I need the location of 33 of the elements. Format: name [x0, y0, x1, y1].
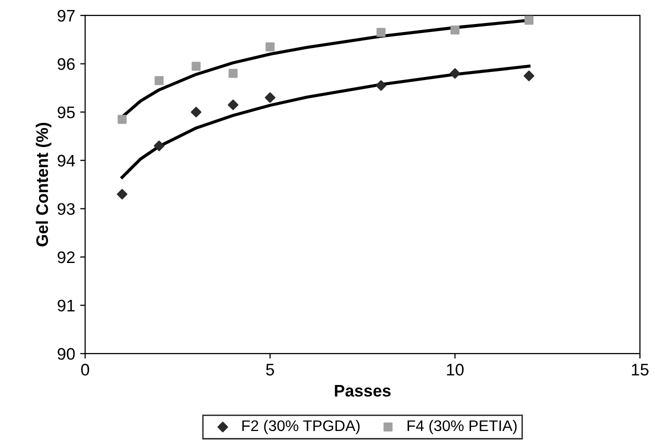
- legend-label: F4 (30% PETIA): [408, 420, 517, 434]
- point: [154, 140, 164, 152]
- point: [116, 188, 128, 200]
- x-tick-label: 10: [447, 364, 464, 376]
- point: [228, 100, 238, 110]
- point: [450, 68, 460, 79]
- y-tick-label: 97: [58, 10, 75, 22]
- x-tick-label: 15: [632, 364, 649, 376]
- y-tick-label: 92: [58, 251, 75, 264]
- x-tick-label: 0: [81, 364, 90, 376]
- y-axis-title: Gel Content (%): [36, 122, 52, 246]
- point: [376, 80, 386, 91]
- point: [524, 70, 534, 82]
- y-tick-label: 95: [58, 106, 75, 118]
- point: [190, 106, 202, 118]
- y-tick-label: 93: [58, 203, 75, 215]
- line-series: [120, 64, 531, 179]
- point: [524, 16, 534, 25]
- y-tick-label: 94: [58, 154, 75, 167]
- point: [192, 62, 201, 71]
- point: [154, 76, 164, 86]
- point: [450, 25, 460, 34]
- y-tick-label: 96: [58, 58, 75, 70]
- y-tick-label: 90: [58, 348, 75, 360]
- y-tick-label: 91: [58, 300, 75, 312]
- point: [266, 42, 275, 52]
- point: [264, 92, 276, 103]
- point: [118, 114, 127, 124]
- x-axis-title: Passes: [334, 385, 391, 397]
- x-tick-label: 5: [266, 364, 274, 376]
- point: [228, 68, 238, 78]
- legend-label: F2 (30% TPGDA): [242, 420, 360, 434]
- point: [376, 28, 386, 37]
